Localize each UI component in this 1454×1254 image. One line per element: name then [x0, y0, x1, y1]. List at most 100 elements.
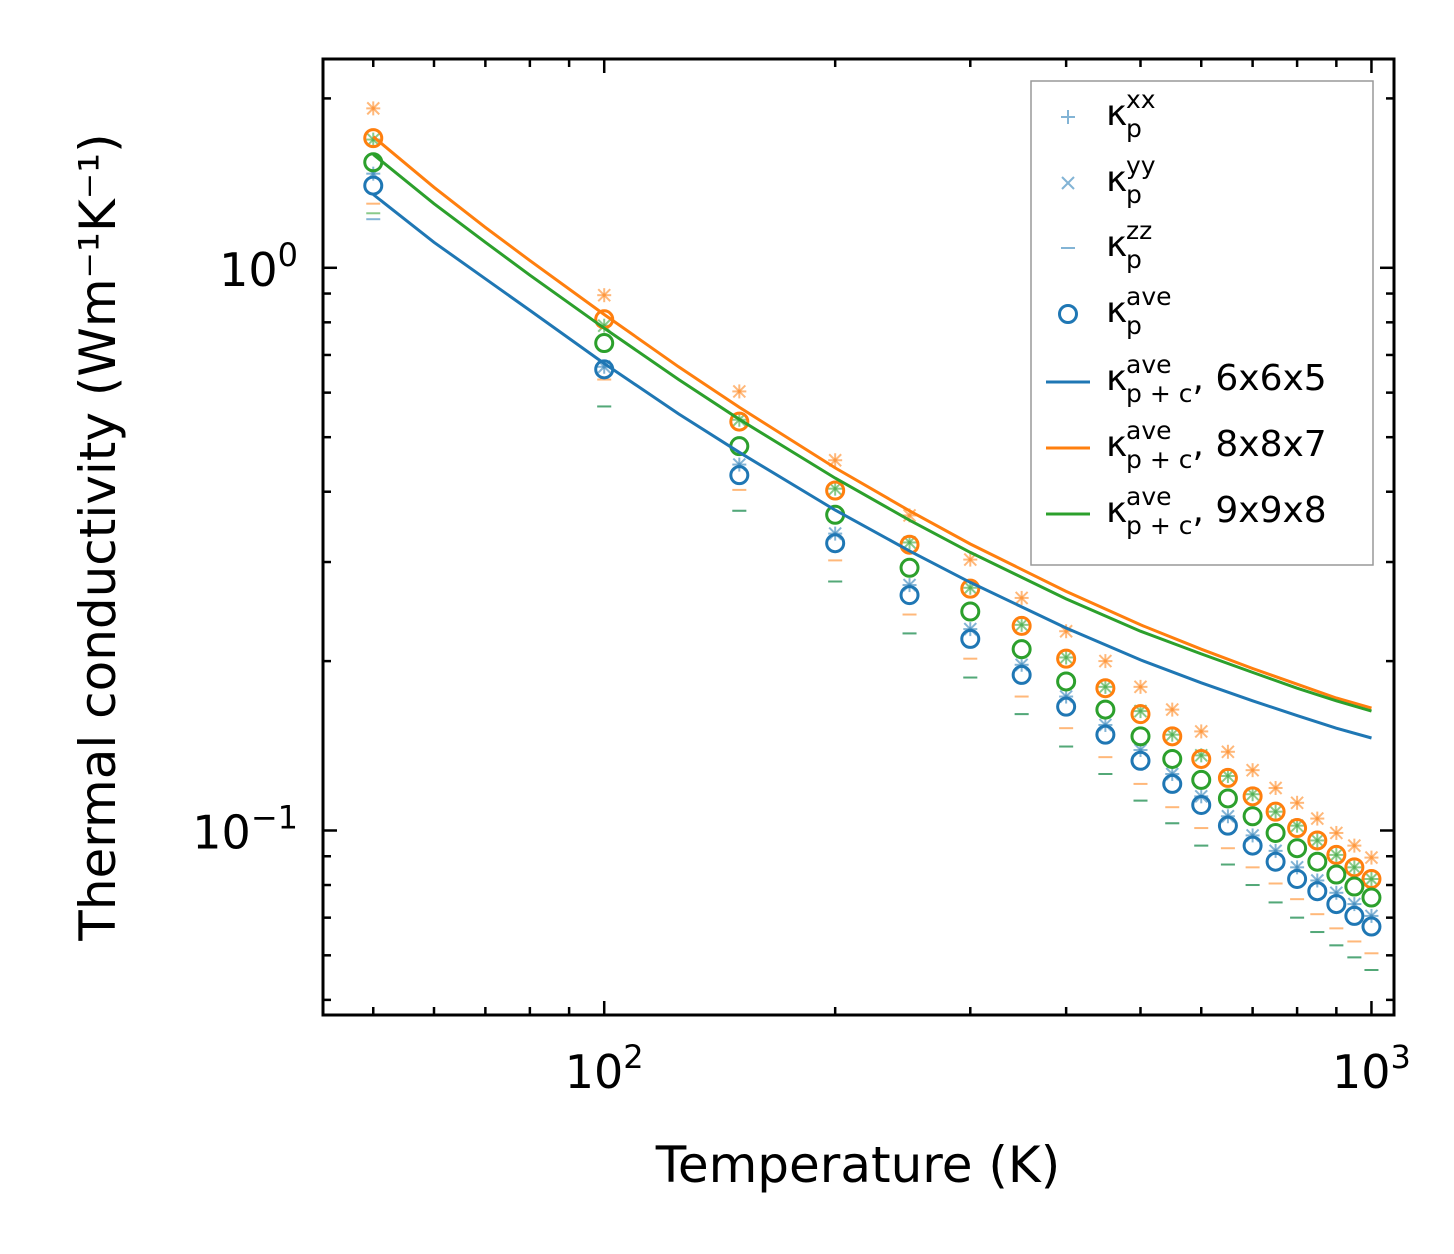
axis-ticks	[323, 59, 1394, 1015]
kave-point-8x8x7	[1056, 648, 1077, 669]
kave-point-9x9x8	[594, 333, 615, 354]
kave-point-6x6x5	[960, 628, 981, 649]
kave-point-9x9x8	[1361, 887, 1382, 908]
kyy-point-8x8x7	[1194, 724, 1208, 739]
legend-label-superscript: ave	[1126, 416, 1172, 445]
legend-box	[1030, 80, 1374, 566]
x-tick-label: 102	[565, 1038, 644, 1099]
legend-label-superscript: zz	[1126, 216, 1152, 245]
kyy-point-9x9x8	[1268, 804, 1283, 819]
kave-point-6x6x5	[729, 465, 750, 486]
kyy-point-8x8x7	[1329, 826, 1344, 840]
kave-point-8x8x7	[1265, 801, 1286, 822]
kave-point-8x8x7	[1344, 857, 1365, 878]
kyy-point-8x8x7	[1290, 796, 1304, 810]
kpc-curve-6x6x5	[372, 193, 1372, 740]
kave-point-8x8x7	[1191, 748, 1212, 769]
kave-point-6x6x5	[1242, 835, 1263, 856]
x-tick-label-exponent: 3	[1391, 1038, 1411, 1076]
legend-label-symbol: κ	[1106, 159, 1127, 200]
legend-label-symbol: κ	[1106, 358, 1127, 399]
legend-label: κave p + c, 6x6x5	[1106, 350, 1327, 408]
y-tick-label: 10−1	[192, 798, 298, 859]
kyy-point-9x9x8	[1014, 618, 1029, 632]
kyy-point-9x9x8	[1364, 872, 1379, 886]
kave-point-8x8x7	[1242, 786, 1263, 807]
x-axis-label: Temperature (K)	[655, 1136, 1060, 1194]
legend-label: κyy p	[1106, 151, 1156, 209]
legend-label-subscript: p + c	[1126, 511, 1192, 540]
kave-point-9x9x8	[1130, 726, 1151, 747]
kave-point-9x9x8	[1217, 788, 1238, 809]
legend-label-superscript: ave	[1126, 350, 1172, 379]
y-tick-label-exponent: 0	[278, 236, 298, 274]
kave-point-8x8x7	[1095, 678, 1116, 699]
kave-point-9x9x8	[1326, 864, 1347, 885]
legend-label-subscript: p	[1126, 180, 1142, 209]
kave-point-8x8x7	[1217, 767, 1238, 788]
kyy-point-8x8x7	[1133, 680, 1148, 694]
y-tick-label-base: 10	[192, 805, 251, 859]
kave-point-6x6x5	[1361, 916, 1382, 937]
y-tick-label-exponent: −1	[251, 798, 298, 836]
kpc-curve-9x9x8	[372, 153, 1372, 713]
kave-point-6x6x5	[1344, 905, 1365, 926]
kave-point-6x6x5	[1056, 696, 1077, 717]
legend-label-superscript: ave	[1126, 282, 1172, 311]
kave-point-9x9x8	[1344, 876, 1365, 897]
kave-point-8x8x7	[960, 578, 981, 599]
legend-label-subscript: p	[1126, 114, 1142, 143]
legend-label-symbol: κ	[1106, 424, 1127, 465]
kyy-point-9x9x8	[1165, 727, 1179, 742]
legend-circle-marker	[1058, 304, 1078, 324]
legend-label: κave p	[1106, 282, 1172, 340]
kave-point-8x8x7	[729, 411, 750, 432]
kyy-point-8x8x7	[732, 384, 747, 399]
legend-label-suffix: , 9x9x8	[1192, 490, 1326, 531]
kave-point-6x6x5	[1095, 724, 1116, 745]
legend-label-symbol: κ	[1106, 290, 1127, 331]
legend-label-suffix: , 6x6x5	[1192, 358, 1326, 399]
legend-label-superscript: xx	[1126, 85, 1156, 114]
legend-label-suffix: , 8x8x7	[1192, 424, 1326, 465]
kyy-point-9x9x8	[1059, 650, 1073, 665]
legend-label-symbol: κ	[1106, 490, 1127, 531]
x-tick-label-base: 10	[565, 1045, 624, 1099]
kave-point-6x6x5	[1011, 664, 1032, 685]
kave-point-6x6x5	[1191, 794, 1212, 815]
x-tick-label: 103	[1332, 1038, 1411, 1099]
kave-point-6x6x5	[1326, 894, 1347, 915]
kave-point-9x9x8	[1287, 838, 1308, 859]
kyy-point-9x9x8	[1347, 860, 1362, 875]
kave-point-8x8x7	[1130, 704, 1151, 725]
kyy-point-8x8x7	[1014, 591, 1029, 605]
kyy-point-8x8x7	[1364, 850, 1379, 865]
kave-point-8x8x7	[1307, 830, 1328, 851]
kave-point-8x8x7	[1361, 868, 1382, 889]
kave-point-6x6x5	[1265, 851, 1286, 872]
kave-point-9x9x8	[1307, 851, 1328, 872]
kave-point-8x8x7	[1287, 818, 1308, 839]
legend-plus-marker	[1061, 110, 1075, 124]
x-tick-label-base: 10	[1332, 1045, 1391, 1099]
kyy-point-9x9x8	[1098, 680, 1113, 694]
y-axis-label: Thermal conductivity (Wm⁻¹K⁻¹)	[69, 133, 127, 941]
y-tick-label: 100	[219, 236, 298, 297]
kave-point-6x6x5	[1162, 773, 1183, 794]
kave-point-8x8x7	[825, 480, 846, 501]
kave-point-9x9x8	[1265, 822, 1286, 843]
kave-point-8x8x7	[363, 128, 384, 149]
legend-label-subscript: p	[1126, 245, 1142, 274]
kyy-point-8x8x7	[1221, 745, 1235, 759]
kave-point-9x9x8	[960, 601, 981, 622]
kave-point-9x9x8	[1242, 806, 1263, 827]
kyy-point-9x9x8	[1310, 833, 1325, 848]
kave-point-9x9x8	[1011, 639, 1032, 660]
kave-point-6x6x5	[825, 533, 846, 554]
legend-label-subscript: p + c	[1126, 379, 1192, 408]
kyy-point-9x9x8	[1329, 848, 1344, 862]
legend-label-subscript: p + c	[1126, 445, 1192, 474]
kyy-point-8x8x7	[366, 101, 380, 116]
